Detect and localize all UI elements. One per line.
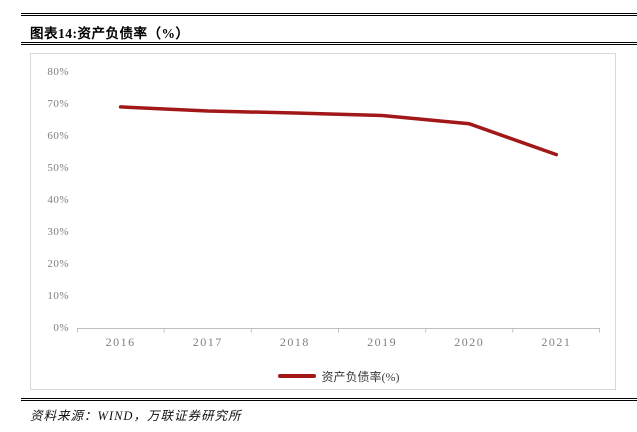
x-tick-label: 2020 <box>454 335 485 349</box>
data-series-line <box>118 105 559 157</box>
footer-divider-rule <box>21 398 637 401</box>
legend-series-label: 资产负债率(%) <box>321 369 400 384</box>
top-rule <box>21 13 637 16</box>
x-tick-label: 2016 <box>105 335 136 349</box>
line-chart <box>77 105 600 333</box>
chart-legend: 资产负债率(%) <box>77 368 600 384</box>
legend-line-sample <box>277 374 316 378</box>
x-tick-label: 2019 <box>367 335 398 349</box>
x-tick-label: 2017 <box>192 335 223 349</box>
figure-title: 图表14:资产负债率（%） <box>30 26 190 41</box>
y-tick-label: 70% <box>47 98 69 110</box>
y-tick-label: 30% <box>47 226 69 238</box>
y-tick-label: 80% <box>47 66 69 78</box>
x-tick-label: 2021 <box>541 335 572 349</box>
y-tick-label: 40% <box>47 194 69 206</box>
y-tick-label: 50% <box>47 162 69 174</box>
y-tick-label: 0% <box>53 322 69 334</box>
y-tick-label: 20% <box>47 258 69 270</box>
source-note: 资料来源：WIND，万联证券研究所 <box>30 409 242 423</box>
chart-card: 80% 70% 60% 50% 40% 30% 20% 10% 0% 2016 2017 2018 2… <box>30 53 616 390</box>
title-divider-rule <box>21 42 637 45</box>
x-tick-label: 2018 <box>279 335 310 349</box>
y-tick-label: 60% <box>47 130 69 142</box>
y-tick-label: 10% <box>47 290 69 302</box>
